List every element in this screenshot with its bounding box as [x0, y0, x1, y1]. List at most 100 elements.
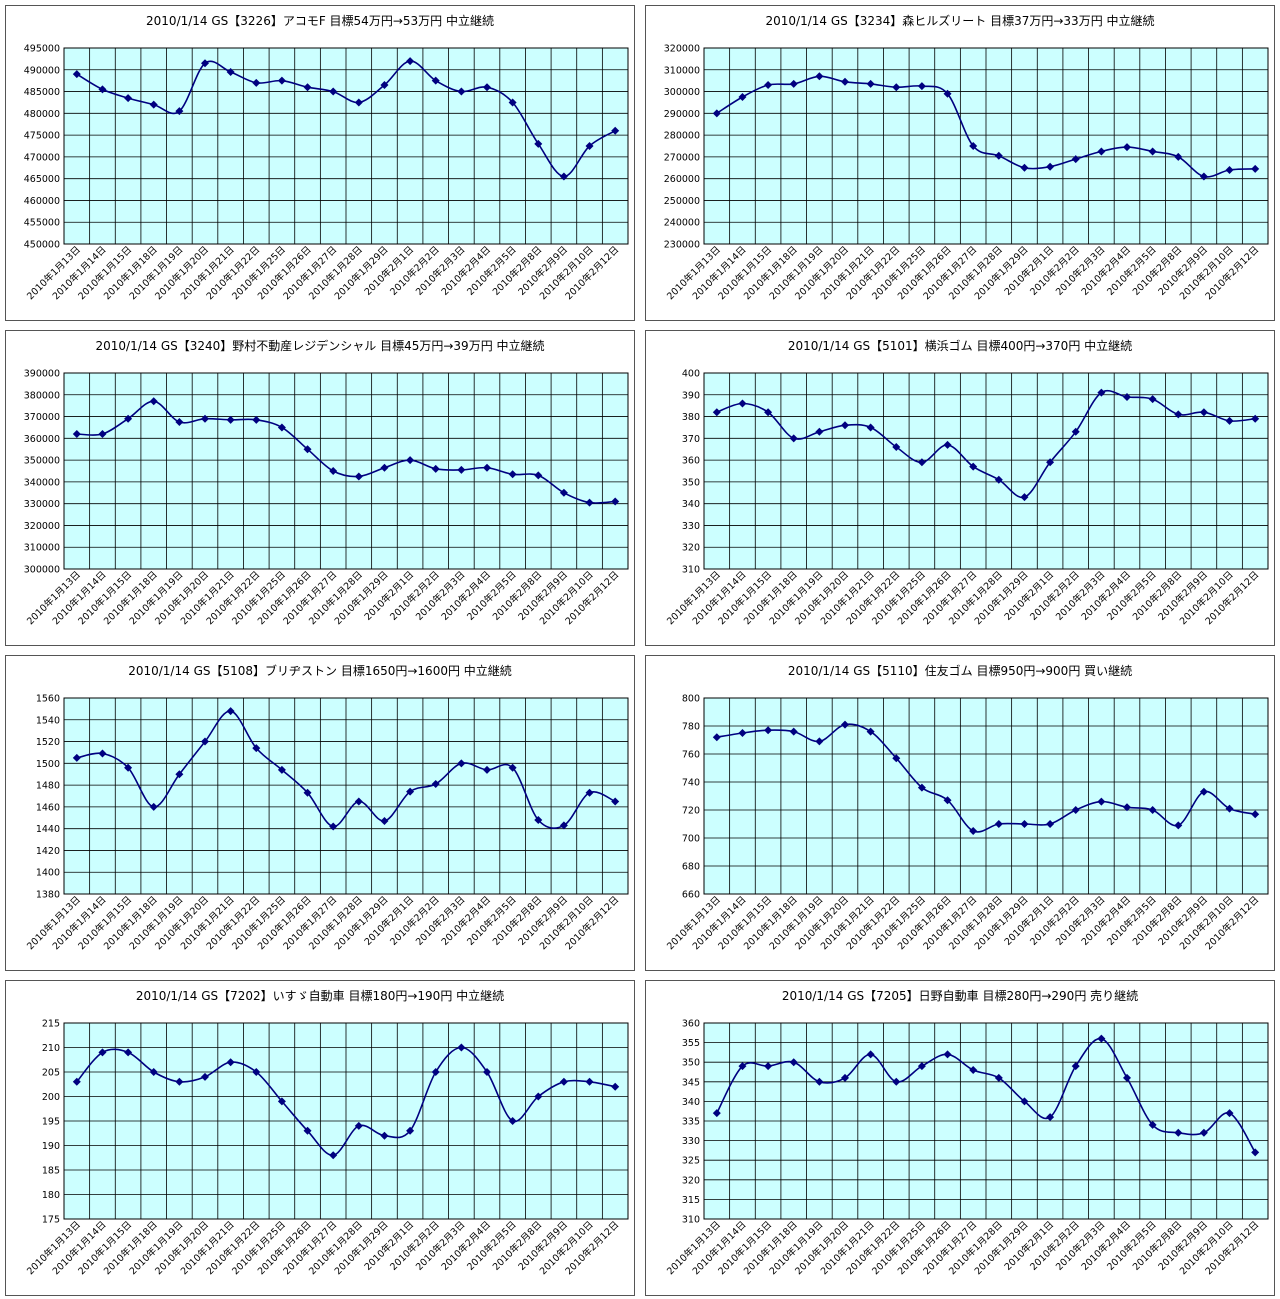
data-point [969, 462, 978, 471]
data-point [1097, 797, 1106, 806]
data-point [252, 415, 261, 424]
data-point [252, 744, 261, 753]
data-point [508, 763, 517, 772]
data-point [1148, 147, 1157, 156]
data-point [72, 753, 81, 762]
data-point [559, 821, 568, 830]
data-point [98, 1048, 107, 1057]
y-tick-label: 780 [682, 722, 700, 733]
data-point [277, 1097, 286, 1106]
data-point [764, 408, 773, 417]
data-point [201, 737, 209, 746]
y-tick-label: 350 [682, 1058, 700, 1069]
y-tick-label: 760 [682, 750, 700, 761]
y-tick-label: 460000 [24, 196, 60, 207]
chart-title: 2010/1/14 GS【3240】野村不動産レジデンシャル 目標45万円→39… [95, 338, 544, 353]
data-point [943, 1050, 952, 1059]
data-point [866, 79, 875, 88]
y-tick-label: 370 [682, 434, 700, 445]
data-point [483, 463, 491, 472]
data-point [431, 464, 440, 473]
y-tick-label: 450000 [24, 240, 60, 251]
data-point [1148, 1120, 1157, 1129]
y-tick-label: 320000 [24, 521, 60, 532]
data-point [815, 737, 824, 746]
data-point [431, 1068, 440, 1076]
data-point [1199, 1128, 1208, 1137]
data-point [483, 83, 491, 92]
data-point [789, 1058, 798, 1067]
data-point [431, 780, 440, 789]
data-point [124, 94, 133, 103]
data-point [1123, 1073, 1131, 1082]
data-point [201, 59, 209, 68]
y-tick-label: 360 [682, 456, 700, 467]
data-point [815, 1077, 824, 1086]
data-point [969, 142, 978, 150]
series-line [76, 400, 616, 504]
y-tick-label: 1480 [36, 781, 60, 792]
data-point [329, 822, 338, 831]
data-point [380, 81, 389, 90]
y-tick-label: 205 [42, 1068, 60, 1079]
chart-svg: 2010/1/14 GS【5110】住友ゴム 目標950円→900円 買い継続 6… [664, 663, 1269, 952]
y-tick-label: 700 [682, 834, 700, 845]
data-point [72, 429, 81, 438]
data-point [1225, 804, 1234, 813]
data-point [1199, 787, 1208, 796]
data-point [303, 788, 312, 797]
y-tick-label: 330 [682, 521, 700, 532]
y-tick-label: 1460 [36, 802, 60, 813]
data-point [815, 72, 824, 81]
y-tick-label: 345 [682, 1077, 700, 1088]
data-point [98, 85, 107, 94]
data-point [559, 1077, 568, 1086]
chart-panel-7205: 2010/1/14 GS【7205】日野自動車 目標280円→290円 売り継続… [645, 980, 1275, 1296]
data-point [1251, 1148, 1260, 1157]
data-point [738, 729, 747, 737]
data-point [764, 81, 773, 90]
data-point [457, 1043, 466, 1052]
chart-title: 2010/1/14 GS【7202】いすゞ自動車 目標180円→190円 中立継… [136, 988, 504, 1003]
chart-title: 2010/1/14 GS【3226】アコモF 目標54万円→53万円 中立継続 [146, 13, 494, 28]
y-tick-label: 1540 [36, 715, 60, 726]
y-tick-label: 680 [682, 862, 700, 873]
data-point [175, 1077, 184, 1086]
data-point [303, 83, 312, 92]
y-tick-label: 335 [682, 1117, 700, 1128]
y-tick-label: 380000 [24, 390, 60, 401]
data-point [712, 733, 721, 742]
data-point [1097, 1034, 1106, 1043]
chart-panel-5101: 2010/1/14 GS【5101】横浜ゴム 目標400円→370円 中立継続 3… [645, 330, 1275, 646]
y-tick-label: 720 [682, 806, 700, 817]
data-point [354, 797, 363, 806]
y-tick-label: 350 [682, 477, 700, 488]
data-point [764, 1062, 773, 1071]
data-point [1123, 143, 1131, 152]
data-point [841, 720, 849, 729]
y-tick-label: 300000 [664, 87, 700, 98]
y-tick-label: 260000 [664, 174, 700, 185]
y-tick-label: 300000 [24, 565, 60, 576]
series-line [76, 710, 616, 829]
data-point [559, 488, 568, 497]
y-tick-label: 180 [42, 1190, 60, 1201]
data-point [585, 1077, 594, 1086]
series-line [76, 1046, 616, 1157]
y-tick-label: 390 [682, 390, 700, 401]
data-point [98, 749, 107, 758]
data-point [1174, 152, 1183, 161]
data-point [1097, 147, 1106, 156]
y-tick-label: 340 [682, 499, 700, 510]
y-tick-label: 470000 [24, 152, 60, 163]
chart-title: 2010/1/14 GS【5101】横浜ゴム 目標400円→370円 中立継続 [788, 338, 1132, 353]
data-point [892, 1077, 901, 1086]
data-point [124, 1048, 133, 1057]
data-point [483, 1068, 491, 1076]
y-tick-label: 360000 [24, 434, 60, 445]
y-tick-label: 270000 [664, 152, 700, 163]
data-point [252, 78, 261, 87]
data-point [1046, 1113, 1055, 1122]
data-point [1020, 163, 1029, 172]
y-tick-label: 740 [682, 778, 700, 789]
